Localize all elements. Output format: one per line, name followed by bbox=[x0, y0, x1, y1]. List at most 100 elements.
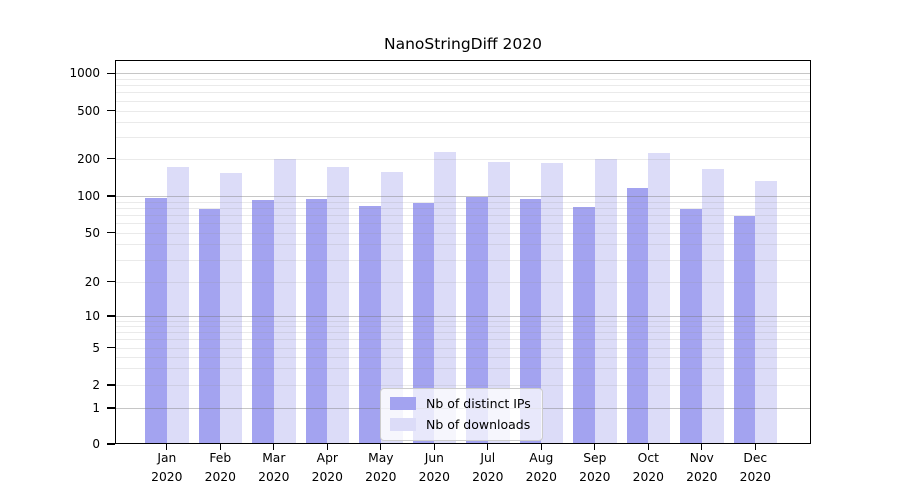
x-tick-month: Dec bbox=[743, 451, 768, 465]
bar-distinct-ips-nov bbox=[680, 209, 702, 444]
x-tick-year: 2020 bbox=[739, 469, 771, 484]
y-tick-mark bbox=[106, 195, 115, 197]
minor-gridline bbox=[115, 232, 811, 234]
legend-swatch-distinct-ips bbox=[390, 397, 416, 410]
x-tick-label: Jul 2020 bbox=[460, 449, 516, 486]
bar-downloads-feb bbox=[220, 173, 243, 444]
x-tick-month: Feb bbox=[209, 451, 232, 465]
x-tick-year: 2020 bbox=[632, 469, 664, 484]
x-tick-year: 2020 bbox=[258, 469, 290, 484]
y-tick-label: 10 bbox=[84, 309, 100, 323]
x-tick-mark bbox=[754, 444, 756, 450]
y-tick-mark bbox=[106, 315, 115, 317]
y-tick-label: 200 bbox=[77, 151, 100, 166]
x-tick-month: Aug bbox=[529, 451, 554, 465]
x-tick-month: Jun bbox=[424, 451, 444, 465]
x-tick-label: May 2020 bbox=[353, 449, 409, 486]
bar-distinct-ips-jul bbox=[466, 197, 488, 444]
y-tick-label: 2 bbox=[92, 378, 100, 392]
x-tick-year: 2020 bbox=[472, 469, 504, 484]
x-tick-year: 2020 bbox=[204, 469, 236, 484]
x-tick-month: Apr bbox=[316, 451, 338, 465]
y-tick-mark bbox=[106, 109, 115, 112]
major-gridline bbox=[115, 316, 811, 317]
x-tick-month: May bbox=[368, 451, 394, 465]
x-tick-month: Jul bbox=[480, 451, 496, 465]
minor-gridline bbox=[115, 137, 811, 139]
x-tick-label: Mar 2020 bbox=[246, 449, 302, 486]
y-tick-label: 5 bbox=[92, 340, 100, 355]
bar-downloads-sep bbox=[594, 158, 617, 444]
minor-gridline bbox=[115, 368, 811, 370]
minor-gridline bbox=[115, 122, 811, 124]
y-tick-mark bbox=[106, 384, 115, 386]
x-tick-year: 2020 bbox=[525, 469, 557, 484]
minor-gridline bbox=[115, 281, 811, 283]
y-tick-label: 500 bbox=[77, 103, 100, 118]
bar-downloads-jun bbox=[434, 151, 457, 444]
minor-gridline bbox=[115, 339, 811, 341]
x-tick-year: 2020 bbox=[151, 469, 183, 484]
chart-title: NanoStringDiff 2020 bbox=[384, 35, 542, 53]
x-tick-year: 2020 bbox=[686, 469, 718, 484]
bar-distinct-ips-dec bbox=[733, 215, 756, 444]
x-tick-label: Dec 2020 bbox=[727, 449, 783, 486]
x-tick-year: 2020 bbox=[418, 469, 450, 484]
minor-gridline bbox=[115, 259, 811, 261]
minor-gridline bbox=[115, 347, 811, 349]
bar-distinct-ips-sep bbox=[573, 207, 595, 444]
bar-downloads-mar bbox=[273, 158, 296, 444]
x-tick-label: Aug 2020 bbox=[513, 449, 569, 486]
x-tick-year: 2020 bbox=[579, 469, 611, 484]
x-tick-year: 2020 bbox=[311, 469, 343, 484]
x-tick-mark bbox=[326, 444, 328, 450]
bar-distinct-ips-jun bbox=[412, 203, 435, 444]
major-gridline bbox=[115, 196, 811, 197]
bar-downloads-dec bbox=[755, 181, 778, 444]
minor-gridline bbox=[115, 201, 811, 203]
bar-distinct-ips-feb bbox=[198, 209, 221, 444]
minor-gridline bbox=[115, 158, 811, 160]
bar-distinct-ips-may bbox=[359, 205, 381, 444]
bar-distinct-ips-oct bbox=[626, 188, 649, 444]
x-tick-mark bbox=[540, 444, 542, 450]
minor-gridline bbox=[115, 214, 811, 216]
x-tick-month: Jan bbox=[157, 451, 177, 465]
bar-downloads-apr bbox=[327, 167, 350, 444]
legend-item-distinct-ips: Nb of distinct IPs bbox=[390, 395, 531, 412]
x-tick-label: Jan 2020 bbox=[139, 449, 195, 486]
y-tick-mark bbox=[106, 231, 115, 234]
bar-downloads-jan bbox=[166, 167, 189, 444]
x-tick-year: 2020 bbox=[365, 469, 397, 484]
minor-gridline bbox=[115, 110, 811, 112]
x-tick-month: Oct bbox=[637, 451, 659, 465]
legend: Nb of distinct IPs Nb of downloads bbox=[380, 388, 543, 441]
legend-item-downloads: Nb of downloads bbox=[390, 416, 531, 433]
x-tick-label: Oct 2020 bbox=[620, 449, 676, 486]
minor-gridline bbox=[115, 92, 811, 94]
x-tick-mark bbox=[701, 444, 703, 450]
minor-gridline bbox=[115, 222, 811, 224]
x-tick-mark bbox=[433, 444, 435, 450]
y-tick-label: 50 bbox=[84, 225, 100, 240]
x-tick-month: Sep bbox=[583, 451, 607, 465]
y-tick-mark bbox=[106, 280, 115, 283]
y-tick-mark bbox=[106, 158, 115, 160]
y-tick-label: 20 bbox=[84, 274, 100, 289]
minor-gridline bbox=[115, 326, 811, 328]
minor-gridline bbox=[115, 85, 811, 87]
y-tick-label: 100 bbox=[77, 189, 100, 203]
minor-gridline bbox=[115, 385, 811, 386]
minor-gridline bbox=[115, 320, 811, 322]
y-tick-label: 1000 bbox=[69, 66, 100, 81]
bar-distinct-ips-aug bbox=[519, 199, 542, 444]
y-tick-label: 0 bbox=[92, 437, 100, 451]
plot-area: Nb of distinct IPs Nb of downloads bbox=[115, 60, 811, 444]
x-tick-mark bbox=[380, 444, 382, 450]
minor-gridline bbox=[115, 356, 811, 358]
minor-gridline bbox=[115, 207, 811, 209]
major-gridline bbox=[115, 73, 811, 75]
bar-downloads-nov bbox=[701, 168, 724, 444]
bar-distinct-ips-apr bbox=[305, 199, 328, 444]
